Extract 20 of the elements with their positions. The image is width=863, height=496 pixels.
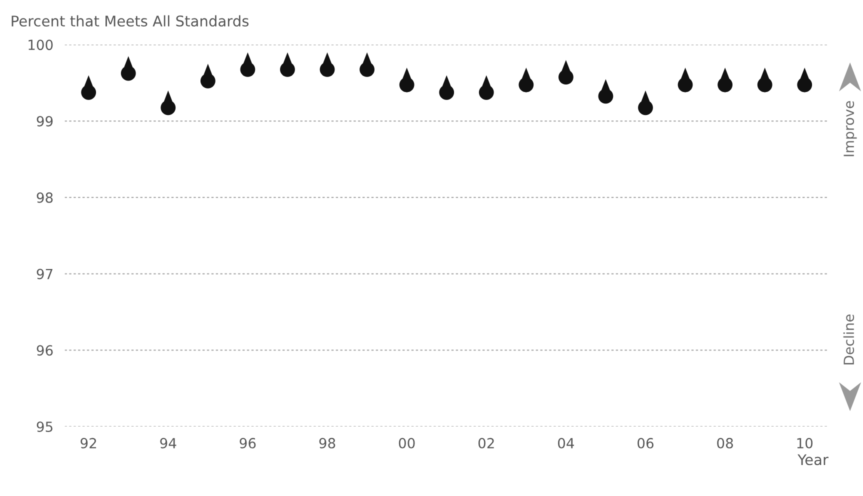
y-tick-label: 99 [36,116,53,126]
x-tick-label: 96 [240,438,256,448]
x-tick-label: 02 [478,438,494,448]
x-tick-label: 94 [160,438,176,448]
y-tick-label: 95 [36,422,52,432]
x-tick-label: 92 [80,438,96,448]
x-tick-label: 08 [717,438,733,448]
text: Improve [844,101,857,156]
y-tick-label: 96 [36,345,53,356]
y-tick-label: 100 [28,40,53,50]
y-tick-label: 97 [36,268,52,280]
y-tick-label: 98 [36,192,53,203]
text: Decline [843,314,854,364]
x-tick-label: 98 [319,438,336,448]
x-tick-label: 04 [558,438,574,448]
x-tick-label: 10 [797,438,813,448]
x-tick-label: 06 [638,438,654,448]
x-tick-label: 00 [398,438,415,448]
x-axis-title: Year [798,454,828,466]
chart-title: Percent that Meets All Standards [12,15,249,27]
